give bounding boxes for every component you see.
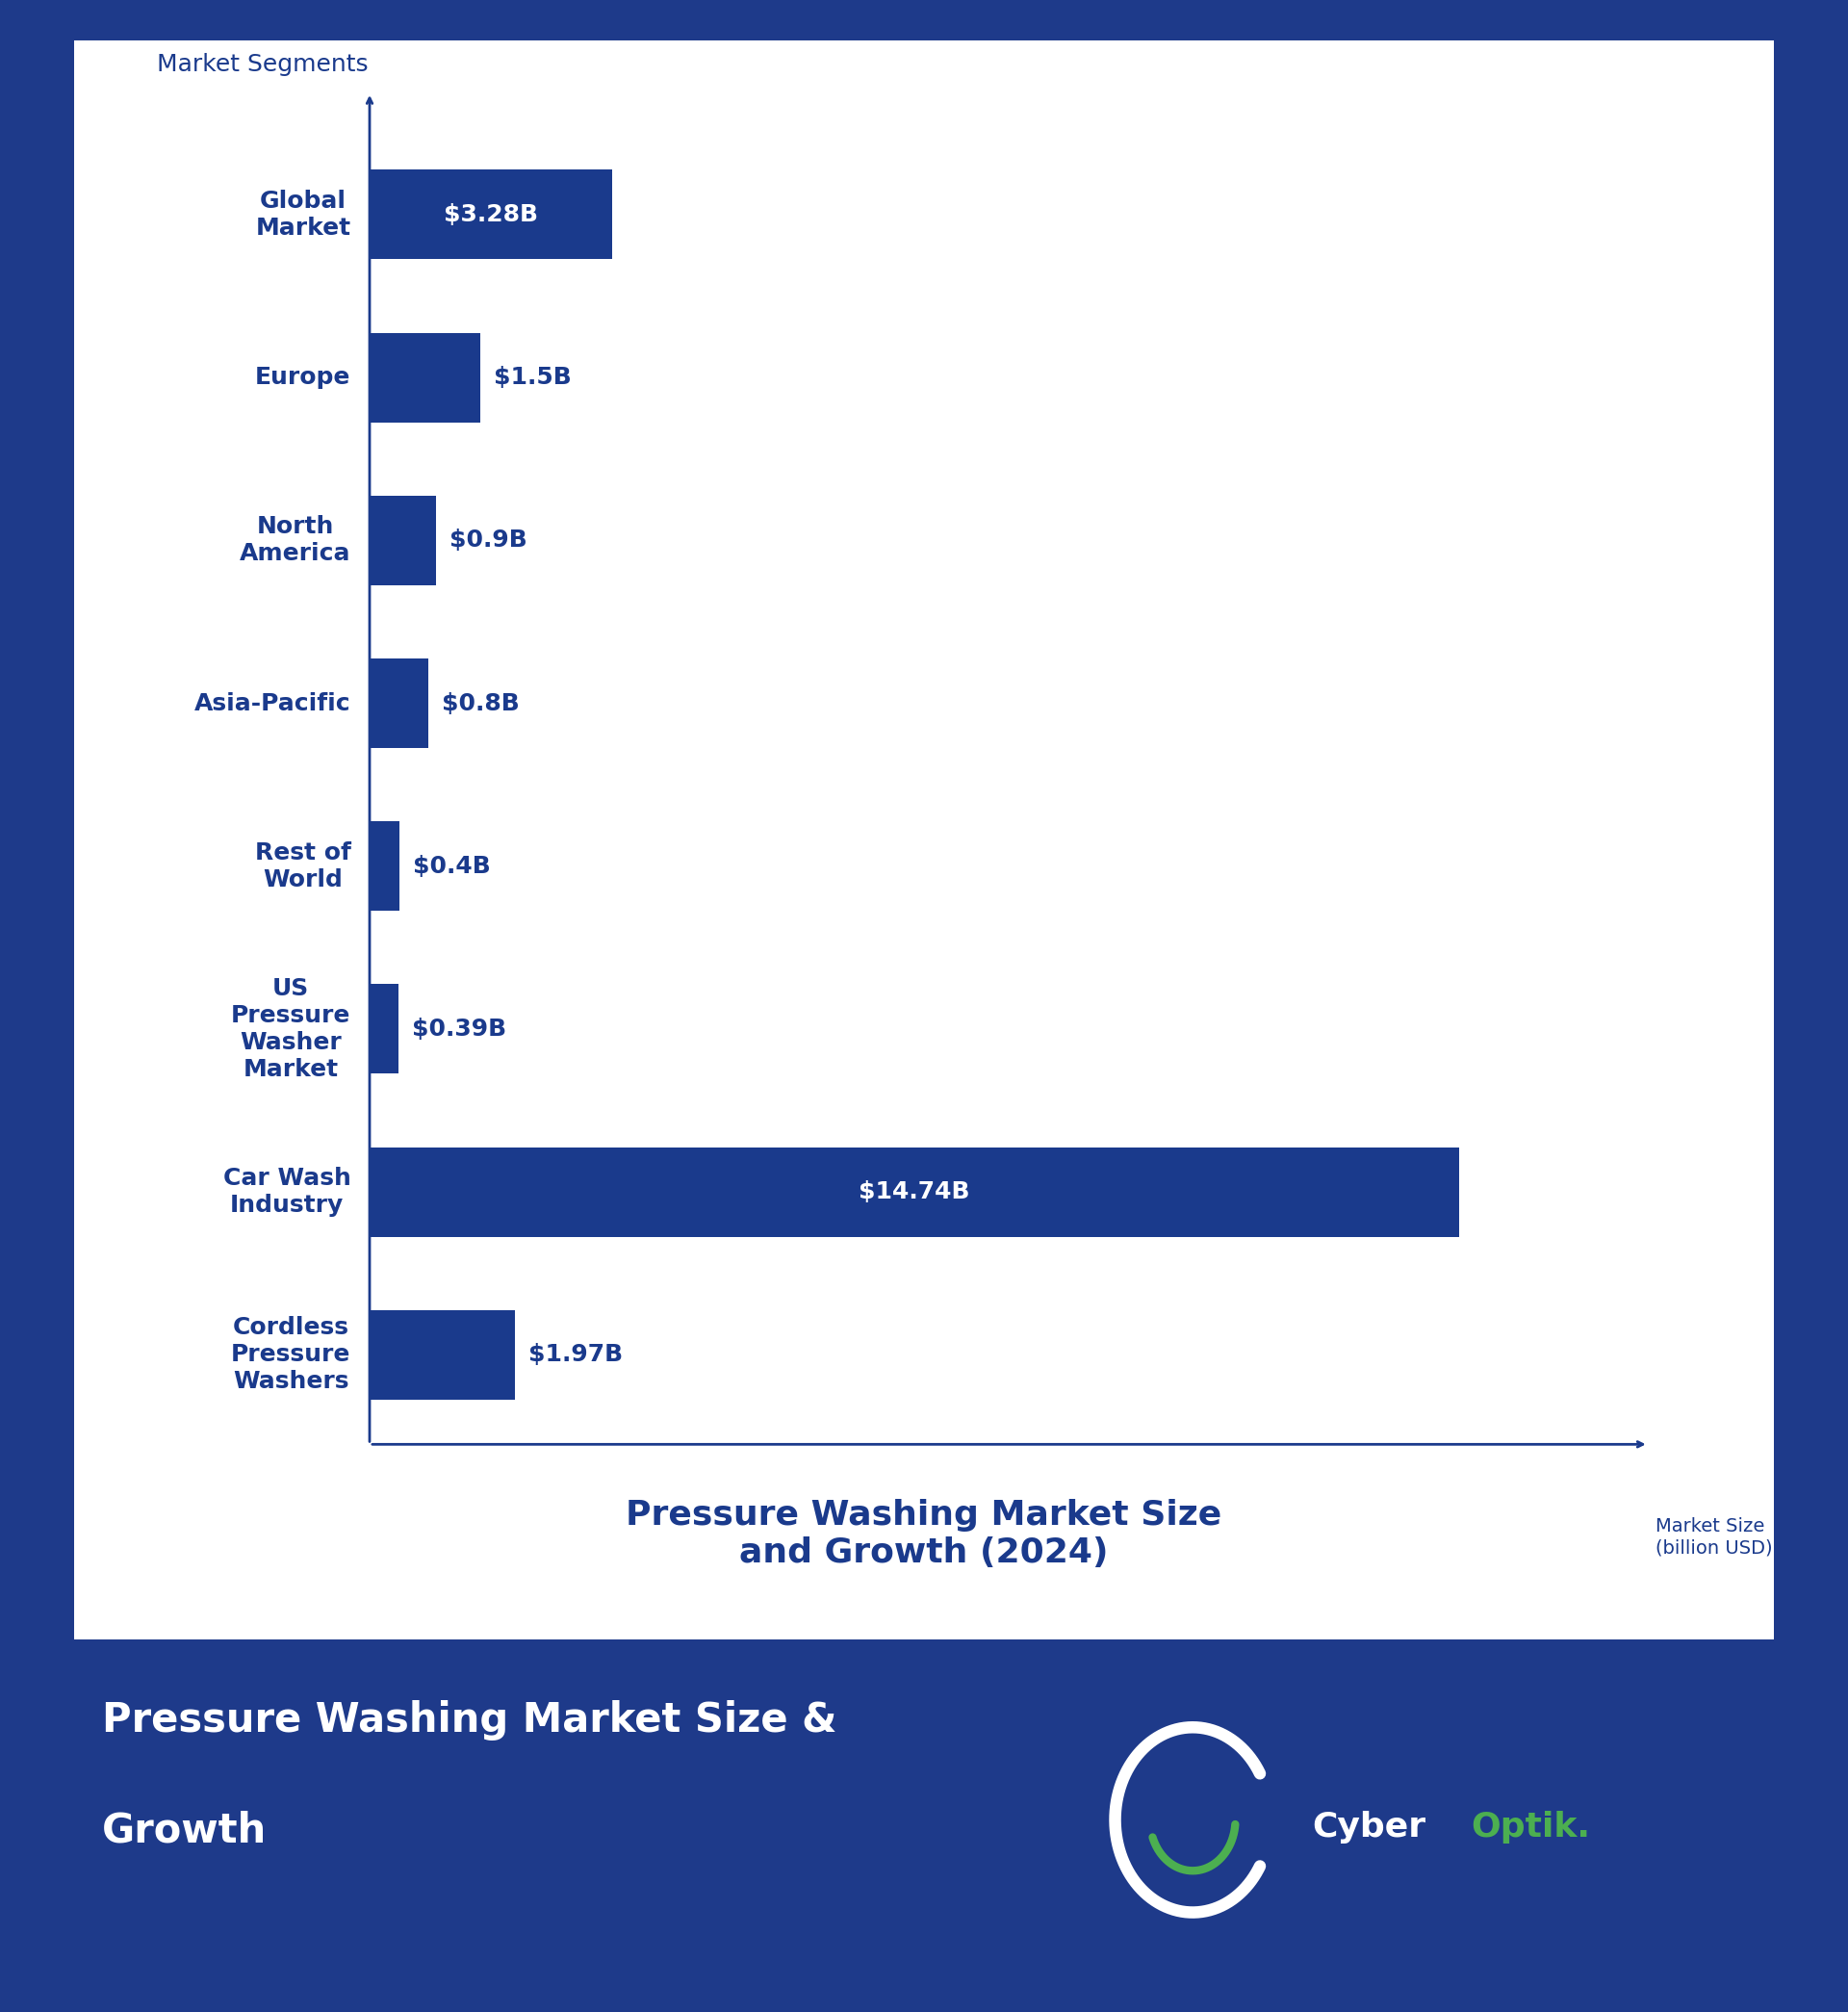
Text: $0.4B: $0.4B (412, 855, 490, 877)
Text: Growth: Growth (102, 1811, 266, 1851)
Bar (370, 821, 399, 911)
Text: $14.74B: $14.74B (859, 1181, 970, 1203)
Text: $3.28B: $3.28B (444, 203, 538, 225)
Text: $0.39B: $0.39B (412, 1018, 506, 1040)
Text: $0.8B: $0.8B (442, 692, 519, 714)
Text: Cyber: Cyber (1312, 1811, 1427, 1843)
Bar (370, 658, 429, 748)
Bar (370, 1310, 516, 1400)
Text: Optik.: Optik. (1471, 1811, 1591, 1843)
Bar (370, 1147, 1460, 1237)
Text: Pressure Washing Market Size &: Pressure Washing Market Size & (102, 1700, 837, 1740)
FancyBboxPatch shape (48, 16, 1800, 1664)
Bar (370, 984, 399, 1074)
Text: Pressure Washing Market Size
and Growth (2024): Pressure Washing Market Size and Growth … (626, 1499, 1222, 1569)
Text: Market Size
(billion USD): Market Size (billion USD) (1656, 1517, 1772, 1557)
Text: $0.9B: $0.9B (449, 529, 527, 551)
Text: $1.97B: $1.97B (529, 1344, 623, 1366)
Bar (370, 495, 436, 585)
Bar (370, 332, 480, 423)
Bar (370, 169, 612, 260)
Text: $1.5B: $1.5B (493, 366, 571, 388)
Text: Market Segments: Market Segments (157, 52, 368, 76)
